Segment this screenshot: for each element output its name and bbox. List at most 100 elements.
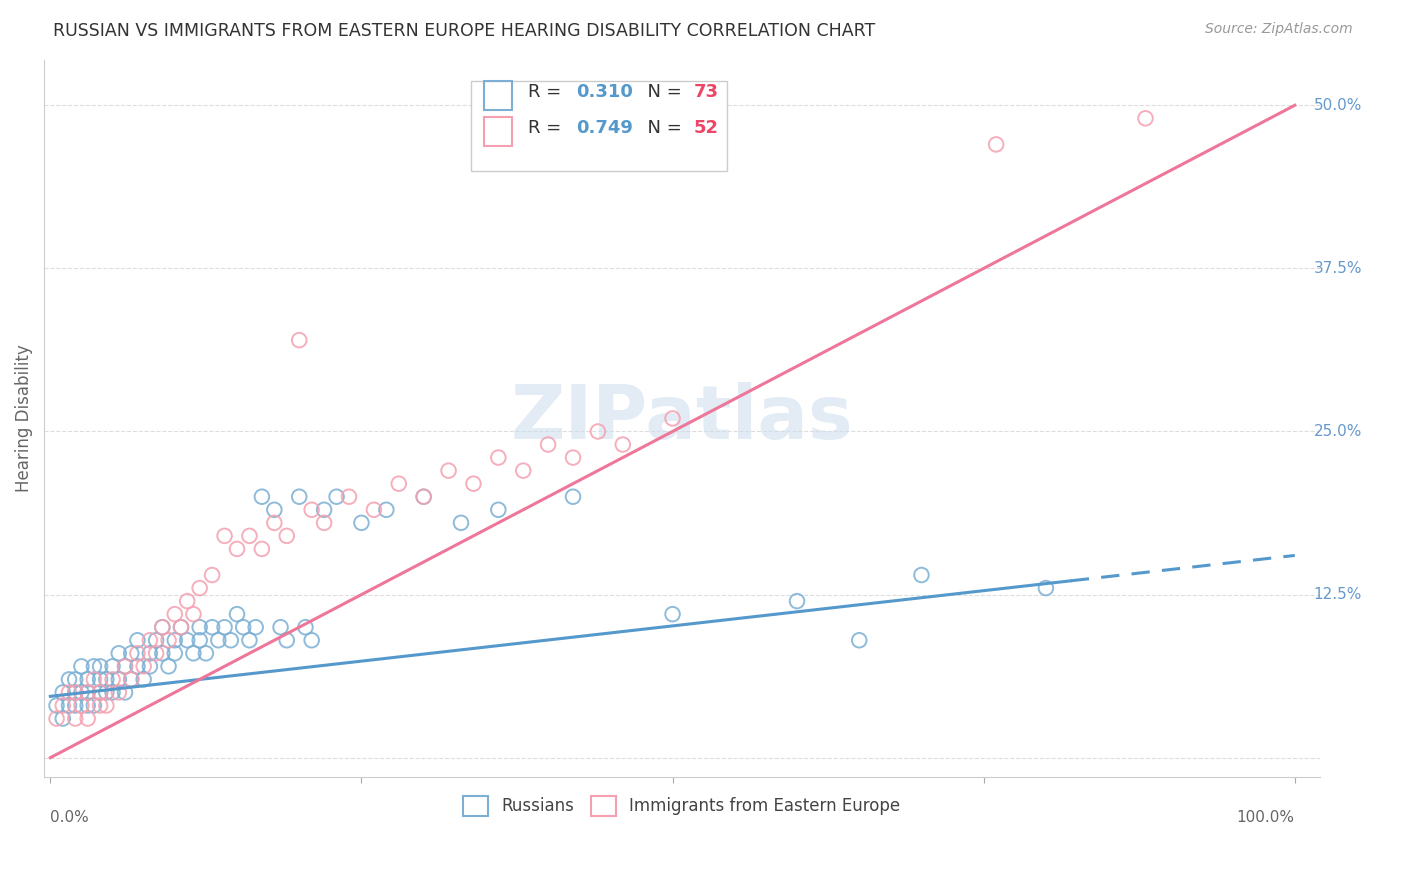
Point bbox=[294, 620, 316, 634]
Point bbox=[219, 633, 242, 648]
Point bbox=[232, 620, 254, 634]
Point bbox=[325, 490, 347, 504]
Point bbox=[157, 659, 180, 673]
Point bbox=[288, 333, 311, 347]
Point bbox=[114, 659, 136, 673]
Text: N =: N = bbox=[636, 83, 688, 101]
Point bbox=[107, 646, 129, 660]
Point bbox=[127, 659, 149, 673]
Point bbox=[58, 698, 80, 713]
Point bbox=[45, 712, 67, 726]
Point bbox=[201, 568, 224, 582]
Point bbox=[486, 450, 509, 465]
Text: 100.0%: 100.0% bbox=[1237, 810, 1295, 825]
Point bbox=[301, 502, 323, 516]
Point bbox=[89, 685, 111, 699]
Point bbox=[263, 502, 285, 516]
Point bbox=[586, 425, 609, 439]
Point bbox=[139, 646, 162, 660]
Point bbox=[661, 607, 683, 622]
Point bbox=[250, 490, 273, 504]
Point bbox=[314, 516, 336, 530]
Point bbox=[537, 437, 560, 451]
Point bbox=[65, 698, 87, 713]
Point bbox=[157, 633, 180, 648]
Point bbox=[276, 529, 298, 543]
Point bbox=[76, 673, 98, 687]
Legend: Russians, Immigrants from Eastern Europe: Russians, Immigrants from Eastern Europe bbox=[457, 789, 907, 822]
Text: N =: N = bbox=[636, 119, 688, 136]
Point bbox=[150, 620, 173, 634]
Point bbox=[89, 673, 111, 687]
Point bbox=[363, 502, 385, 516]
Text: 0.310: 0.310 bbox=[576, 83, 633, 101]
Bar bbox=[484, 81, 512, 110]
Point bbox=[163, 607, 186, 622]
Point bbox=[238, 633, 260, 648]
Point bbox=[984, 137, 1007, 152]
Point bbox=[89, 659, 111, 673]
Point bbox=[214, 529, 236, 543]
Point bbox=[437, 464, 460, 478]
Point bbox=[163, 646, 186, 660]
Bar bbox=[484, 117, 512, 145]
Point bbox=[120, 673, 142, 687]
Point bbox=[612, 437, 634, 451]
Point bbox=[96, 685, 118, 699]
Point bbox=[314, 502, 336, 516]
Point bbox=[127, 646, 149, 660]
Point bbox=[375, 502, 398, 516]
Point bbox=[83, 659, 105, 673]
Point bbox=[101, 673, 124, 687]
Point bbox=[65, 685, 87, 699]
Point bbox=[412, 490, 434, 504]
Point bbox=[170, 620, 193, 634]
Point bbox=[207, 633, 229, 648]
Point bbox=[52, 712, 75, 726]
Point bbox=[139, 659, 162, 673]
Point bbox=[245, 620, 267, 634]
Point bbox=[101, 685, 124, 699]
Point bbox=[183, 646, 205, 660]
Point bbox=[463, 476, 485, 491]
Text: R =: R = bbox=[527, 83, 567, 101]
Point bbox=[388, 476, 411, 491]
Point bbox=[107, 673, 129, 687]
Point bbox=[337, 490, 360, 504]
Point bbox=[412, 490, 434, 504]
Point bbox=[226, 607, 249, 622]
Point bbox=[150, 646, 173, 660]
Point bbox=[176, 633, 198, 648]
Point bbox=[1135, 112, 1157, 126]
Text: R =: R = bbox=[527, 119, 567, 136]
Text: 37.5%: 37.5% bbox=[1313, 260, 1362, 276]
Point bbox=[101, 659, 124, 673]
Text: 73: 73 bbox=[693, 83, 718, 101]
Text: 52: 52 bbox=[693, 119, 718, 136]
Point bbox=[76, 712, 98, 726]
Point bbox=[163, 633, 186, 648]
Point bbox=[83, 698, 105, 713]
Point bbox=[70, 659, 93, 673]
Point bbox=[150, 620, 173, 634]
FancyBboxPatch shape bbox=[471, 81, 727, 171]
Point bbox=[45, 698, 67, 713]
Point bbox=[188, 581, 211, 595]
Point bbox=[170, 620, 193, 634]
Point bbox=[188, 620, 211, 634]
Point bbox=[89, 698, 111, 713]
Point bbox=[188, 633, 211, 648]
Text: 25.0%: 25.0% bbox=[1313, 424, 1362, 439]
Point bbox=[226, 541, 249, 556]
Point bbox=[127, 633, 149, 648]
Point bbox=[58, 685, 80, 699]
Point bbox=[107, 685, 129, 699]
Text: 12.5%: 12.5% bbox=[1313, 587, 1362, 602]
Point bbox=[250, 541, 273, 556]
Point bbox=[661, 411, 683, 425]
Point bbox=[70, 685, 93, 699]
Text: 50.0%: 50.0% bbox=[1313, 98, 1362, 112]
Point bbox=[350, 516, 373, 530]
Point bbox=[145, 646, 167, 660]
Point bbox=[52, 685, 75, 699]
